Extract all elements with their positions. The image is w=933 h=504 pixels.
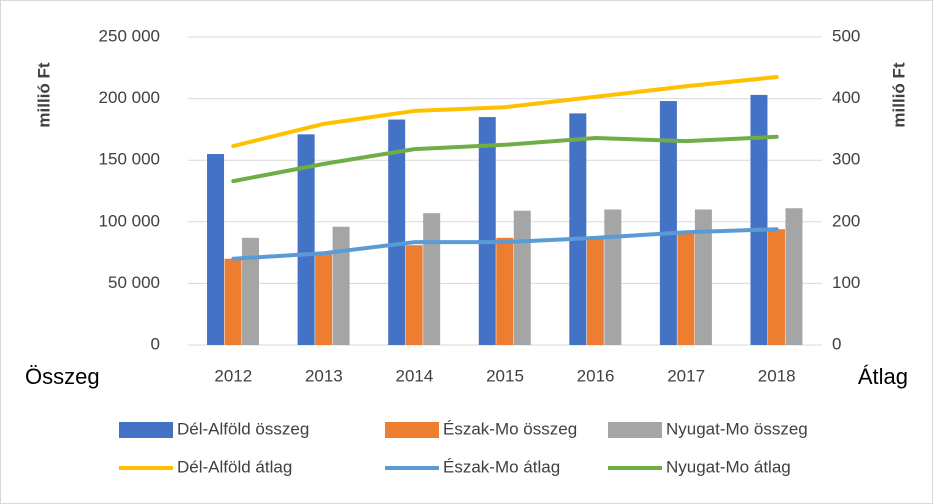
y2-tick-label: 0 <box>832 334 841 353</box>
y2-tick-label: 100 <box>832 273 860 292</box>
x-tick-label: 2012 <box>214 366 252 385</box>
y2-tick-label: 500 <box>832 26 860 45</box>
line <box>231 134 779 184</box>
y2-tick-label: 200 <box>832 211 860 230</box>
legend-label: Dél-Alföld átlag <box>177 457 292 476</box>
y-tick-label: 0 <box>151 334 160 353</box>
line <box>231 75 779 149</box>
y-tick-label: 200 000 <box>99 88 160 107</box>
legend-swatch <box>608 422 662 438</box>
bar <box>785 208 803 345</box>
y-tick-label: 250 000 <box>99 26 160 45</box>
x-tick-label: 2014 <box>396 366 434 385</box>
x-tick-label: 2013 <box>305 366 343 385</box>
y-tick-label: 100 000 <box>99 211 160 230</box>
bar <box>513 210 531 345</box>
legend-label: Nyugat-Mo összeg <box>666 419 808 438</box>
legend-label: Nyugat-Mo átlag <box>666 457 791 476</box>
bar <box>224 258 242 345</box>
bar <box>388 119 406 345</box>
bar <box>207 154 225 345</box>
x-tick-label: 2017 <box>667 366 705 385</box>
bar <box>677 232 695 345</box>
left-caption: Összeg <box>25 364 100 389</box>
legend-swatch <box>385 422 439 438</box>
bar <box>423 213 441 345</box>
y2-tick-label: 300 <box>832 150 860 169</box>
bar <box>405 245 423 345</box>
y2-tick-label: 400 <box>832 88 860 107</box>
line <box>231 227 779 261</box>
bar <box>569 113 587 345</box>
bar <box>297 134 315 345</box>
bar <box>694 209 712 345</box>
legend-label: Észak-Mo átlag <box>443 457 560 476</box>
bar <box>242 237 260 345</box>
x-tick-label: 2015 <box>486 366 524 385</box>
legend-label: Dél-Alföld összeg <box>177 419 309 438</box>
right-caption: Átlag <box>858 364 908 389</box>
y-axis-label: millió Ft <box>34 62 53 128</box>
x-tick-label: 2016 <box>577 366 615 385</box>
bar <box>332 226 350 345</box>
bar <box>750 94 768 346</box>
bar <box>586 236 604 345</box>
y2-axis-label: millió Ft <box>889 62 908 128</box>
bar <box>478 117 496 345</box>
bar <box>604 209 622 345</box>
bar <box>315 252 333 345</box>
y-tick-label: 150 000 <box>99 150 160 169</box>
legend-swatch <box>119 422 173 438</box>
x-tick-label: 2018 <box>758 366 796 385</box>
bar <box>767 229 785 345</box>
bar <box>659 101 677 346</box>
legend-label: Észak-Mo összeg <box>443 419 577 438</box>
bar <box>496 237 514 345</box>
y-tick-label: 50 000 <box>108 273 160 292</box>
